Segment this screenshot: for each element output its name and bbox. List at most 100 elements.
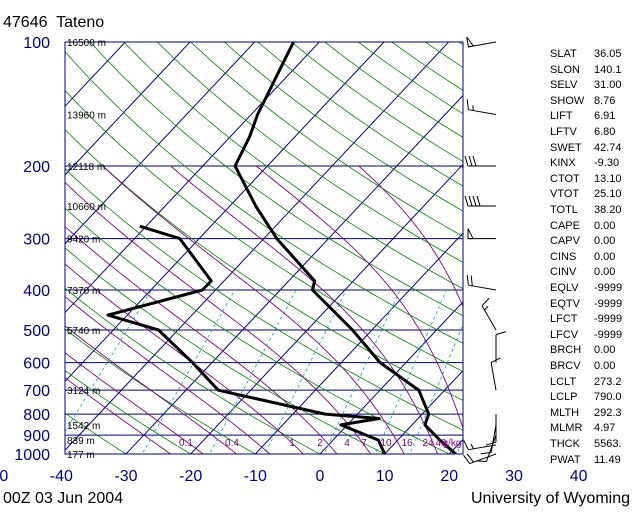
index-name-brcv: BRCV: [550, 360, 581, 372]
moist-adiabat: [65, 352, 205, 454]
dry-adiabat: [223, 42, 463, 212]
wind-barb-half-feather: [484, 305, 489, 311]
wind-barb-feather: [466, 453, 474, 463]
index-name-lclp: LCLP: [550, 391, 578, 404]
index-value-lfcv: -9999: [594, 328, 623, 341]
pressure-tick-label: 200: [23, 159, 50, 176]
index-value-brch: 0.00: [594, 344, 616, 357]
index-value-eqtv: -9999: [594, 297, 623, 310]
moist-adiabat: [65, 325, 238, 454]
index-name-totl: TOTL: [550, 204, 578, 216]
index-name-show: SHOW: [550, 94, 585, 107]
dry-adiabat: [65, 370, 192, 454]
mixing-ratio-label: g/kg: [443, 438, 462, 449]
wind-barb: [463, 453, 497, 465]
wind-barb: [480, 424, 497, 455]
moist-adiabat: [255, 165, 463, 430]
moist-adiabat: [358, 165, 463, 308]
index-value-show: 8.76: [594, 94, 616, 107]
index-name-lfcv: LFCV: [550, 328, 579, 341]
index-name-selv: SELV: [550, 79, 578, 92]
wind-barb-feather: [476, 195, 481, 207]
height-label: 13960 m: [67, 111, 106, 122]
index-value-totl: 38.20: [594, 204, 622, 216]
index-name-thck: THCK: [550, 438, 580, 450]
dry-adiabat: [65, 412, 127, 454]
index-value-lfct: -9999: [594, 313, 623, 326]
footer-source: University of Wyoming: [470, 490, 630, 507]
isotherm-line: [0, 23, 14, 463]
wind-barb-staff: [468, 284, 497, 291]
index-value-brcv: 0.00: [594, 360, 616, 372]
mixing-ratio-line: [496, 290, 557, 463]
index-value-cinv: 0.00: [594, 266, 616, 279]
wind-barb-feather: [472, 195, 477, 207]
wind-barb-feather: [463, 440, 469, 450]
isotherm-line: [65, 42, 385, 383]
height-label: 9420 m: [67, 235, 100, 246]
isotherm-line: [189, 163, 463, 454]
moist-adiabat: [170, 165, 439, 454]
index-value-thck: 5563.: [594, 438, 622, 450]
moist-adiabat: [65, 225, 338, 454]
plot-frame: [64, 41, 464, 455]
pressure-tick-label: 100: [23, 35, 50, 52]
moist-adiabat: [461, 165, 463, 170]
wind-barb: [490, 357, 501, 391]
index-name-ctot: CTOT: [550, 172, 580, 185]
station-header: 47646 Tateno: [3, 14, 104, 32]
pressure-tick-label: 700: [23, 383, 50, 400]
index-name-brch: BRCH: [550, 344, 582, 357]
mixing-ratio-label: 40: [435, 438, 447, 449]
wind-barb-feather: [466, 99, 469, 110]
mixing-ratio-line: [65, 289, 152, 433]
index-value-slat: 36.05: [594, 48, 622, 60]
index-name-slat: SLAT: [550, 48, 577, 60]
wind-barb-feather: [481, 297, 490, 307]
isotherm-line: [383, 369, 463, 454]
pressure-tick-label: 300: [23, 232, 50, 249]
index-value-capv: 0.00: [594, 235, 616, 248]
dry-adiabat: [65, 247, 386, 454]
height-label: 5740 m: [67, 326, 100, 337]
dry-adiabat: [529, 23, 640, 463]
index-value-vtot: 25.10: [594, 188, 622, 201]
wind-barb-feather: [468, 195, 473, 207]
index-name-mlth: MLTH: [550, 406, 580, 419]
index-name-lftv: LFTV: [550, 126, 577, 138]
height-label: 839 m: [67, 436, 95, 447]
isotherm-line: [65, 42, 321, 314]
height-label: 7370 m: [67, 286, 100, 297]
wind-barb-feather: [466, 274, 469, 286]
dry-adiabat: [123, 42, 463, 290]
temperature-tick-label: -40: [50, 468, 73, 485]
temperature-tick-label: -20: [179, 468, 202, 485]
mixing-ratio-line: [375, 289, 447, 454]
pressure-tick-label: 800: [23, 407, 50, 424]
moist-adiabat: [65, 263, 304, 454]
temperature-tick-label: 0: [316, 468, 325, 485]
wind-barb-staff: [490, 362, 497, 391]
wind-barb-feather: [464, 155, 469, 167]
moist-adiabat: [102, 165, 405, 454]
index-value-swet: 42.74: [594, 141, 622, 154]
temperature-tick-label: -50: [0, 468, 8, 485]
index-value-lclp: 790.0: [594, 391, 622, 404]
dry-adiabat: [65, 328, 257, 454]
isotherm-line: [65, 42, 191, 176]
index-name-cinv: CINV: [550, 266, 577, 279]
index-value-selv: 31.00: [594, 79, 622, 92]
dry-adiabat: [65, 287, 321, 454]
index-name-slon: SLON: [550, 63, 580, 76]
pressure-tick-label: 400: [23, 283, 50, 300]
index-value-ctot: 13.10: [594, 172, 622, 185]
wind-barb-half-feather: [472, 105, 474, 111]
index-name-eqtv: EQTV: [550, 297, 580, 310]
index-name-lfct: LFCT: [550, 313, 578, 326]
mixing-ratio-line: [456, 437, 463, 454]
pressure-tick-label: 500: [23, 323, 50, 340]
isotherm-line: [254, 232, 463, 454]
index-value-mlth: 292.3: [594, 406, 622, 419]
index-name-cape: CAPE: [550, 219, 580, 232]
